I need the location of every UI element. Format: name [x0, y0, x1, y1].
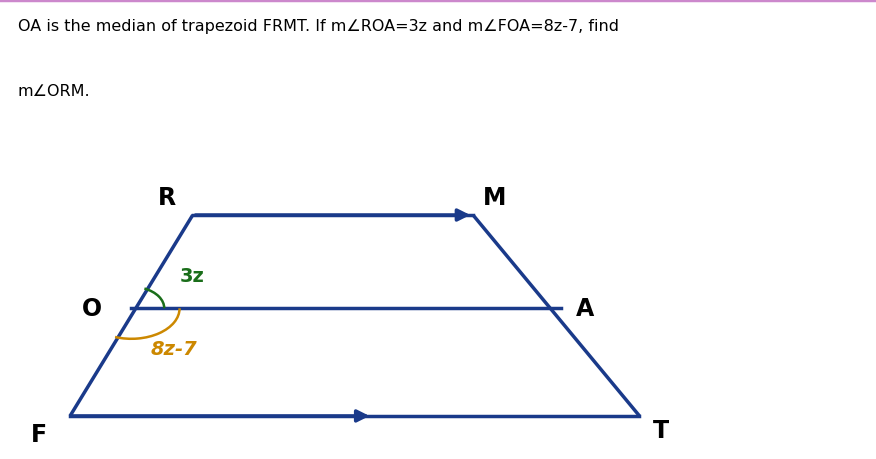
- Text: OA is the median of trapezoid FRMT. If m∠ROA=3z and m∠FOA=8z-7, find: OA is the median of trapezoid FRMT. If m…: [18, 19, 618, 34]
- Text: 3z: 3z: [180, 266, 204, 285]
- Text: F: F: [32, 422, 47, 446]
- Text: M: M: [484, 186, 506, 210]
- Text: T: T: [653, 419, 669, 442]
- Text: m∠ORM.: m∠ORM.: [18, 84, 90, 99]
- Text: 8z-7: 8z-7: [151, 339, 197, 358]
- Text: O: O: [82, 297, 102, 320]
- Text: R: R: [158, 186, 175, 210]
- Text: A: A: [576, 297, 594, 320]
